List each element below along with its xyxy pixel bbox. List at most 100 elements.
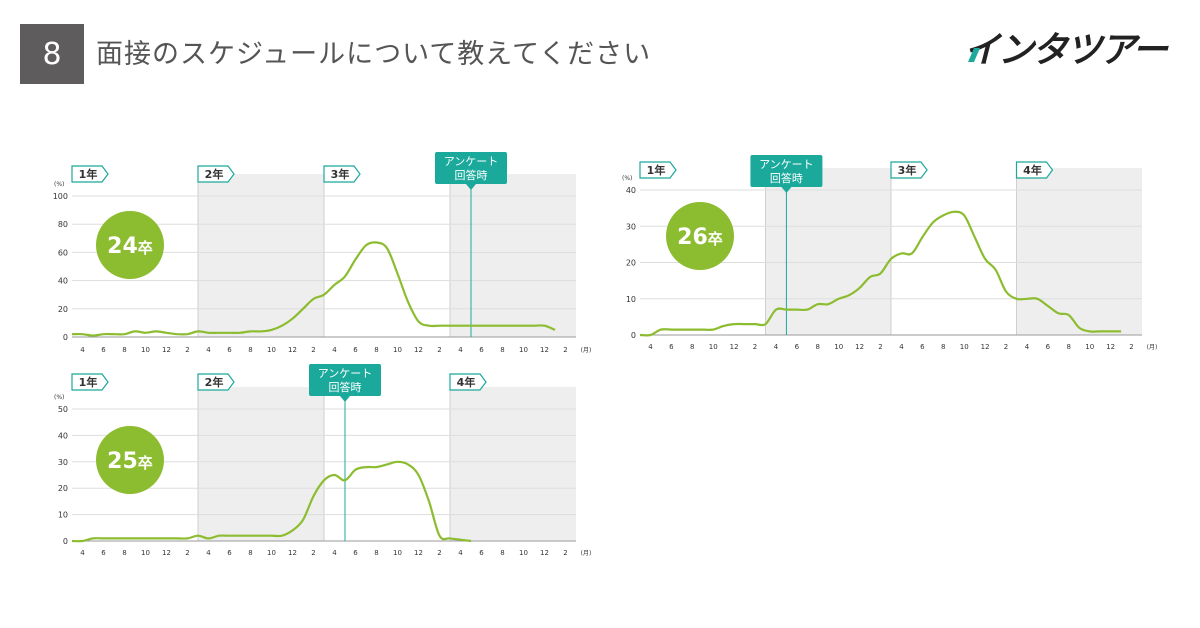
cohort-label-suffix: 卒 — [708, 230, 723, 248]
x-tick-label: 8 — [1067, 343, 1071, 351]
x-tick-label: 2 — [563, 549, 567, 557]
y-tick-label: 20 — [58, 305, 68, 314]
y-tick-label: 50 — [58, 405, 68, 414]
x-tick-label: 6 — [479, 346, 484, 354]
year-tag-shape — [71, 373, 109, 391]
y-tick-label: 10 — [58, 511, 68, 520]
x-tick-label: 6 — [101, 549, 106, 557]
year-tag: 4年 — [449, 373, 487, 391]
year-tag-shape — [639, 161, 677, 179]
survey-callout-box — [435, 152, 507, 184]
chart-26-sotsu: 0 10 20 30 40 (%) 4 6 8 10 12 2 4 6 8 10 12 2 4 6 8 10 12 2 4 6 8 1… — [622, 155, 1158, 351]
x-tick-label: 4 — [206, 549, 211, 557]
shaded-year-region — [450, 387, 576, 541]
question-number-badge: 8 — [20, 24, 84, 84]
x-tick-label: 10 — [1085, 343, 1094, 351]
year-tag-shape — [323, 165, 361, 183]
x-tick-label: 12 — [414, 549, 423, 557]
survey-callout-pointer — [466, 184, 476, 190]
y-unit-label: (%) — [54, 394, 64, 401]
x-tick-label: 2 — [1004, 343, 1008, 351]
year-tag: 2年 — [197, 165, 235, 183]
y-unit-label: (%) — [54, 181, 64, 188]
series-line — [71, 460, 472, 543]
x-tick-label: 6 — [920, 343, 925, 351]
x-tick-label: 12 — [162, 346, 171, 354]
y-tick-label: 100 — [53, 192, 68, 201]
year-tag-label: 4年 — [457, 375, 476, 389]
y-tick-label: 30 — [58, 458, 68, 467]
x-tick-label: 2 — [878, 343, 882, 351]
x-tick-label: 4 — [206, 346, 211, 354]
cohort-label-suffix: 卒 — [138, 454, 153, 472]
x-tick-label: 6 — [669, 343, 674, 351]
x-tick-label: 2 — [563, 346, 567, 354]
y-tick-label: 40 — [626, 186, 636, 195]
y-tick-label: 0 — [631, 331, 636, 340]
x-tick-label: 10 — [267, 346, 276, 354]
x-tick-label: 6 — [795, 343, 800, 351]
y-tick-label: 30 — [626, 222, 636, 231]
x-tick-label: 8 — [941, 343, 945, 351]
cohort-badge-circle — [666, 202, 734, 270]
year-tag-shape — [1015, 161, 1054, 179]
x-tick-label: 8 — [500, 346, 504, 354]
x-tick-label: 2 — [311, 346, 315, 354]
x-tick-label: 12 — [414, 346, 423, 354]
x-tick-label: 10 — [141, 346, 150, 354]
x-tick-label: 6 — [353, 549, 358, 557]
y-tick-label: 40 — [58, 431, 68, 440]
y-tick-label: 10 — [626, 295, 636, 304]
survey-label-line2: 回答時 — [770, 171, 803, 185]
x-tick-label: 12 — [288, 346, 297, 354]
x-tick-label: 4 — [80, 549, 85, 557]
year-tag: 2年 — [197, 373, 235, 391]
y-tick-label: 0 — [63, 537, 68, 546]
x-tick-label: 8 — [374, 346, 378, 354]
cohort-label-suffix: 卒 — [138, 239, 153, 257]
x-tick-label: 4 — [899, 343, 904, 351]
cohort-badge: 25卒 — [96, 426, 164, 494]
y-tick-label: 80 — [58, 220, 68, 229]
cohort-label: 25卒 — [107, 449, 153, 474]
x-tick-label: 6 — [1046, 343, 1051, 351]
x-tick-label: 8 — [248, 346, 252, 354]
year-tag: 1年 — [71, 373, 109, 391]
cohort-label-number: 24 — [107, 234, 138, 259]
x-tick-label: 4 — [332, 346, 337, 354]
x-tick-label: 6 — [479, 549, 484, 557]
header: 8 面接のスケジュールについて教えてください インタツアー — [0, 0, 1200, 90]
x-tick-label: 10 — [960, 343, 969, 351]
x-tick-label: 8 — [248, 549, 252, 557]
survey-label-line1: アンケート — [318, 367, 373, 380]
chart-25-sotsu: 0 10 20 30 40 50 (%) 4 6 8 10 12 2 4 6 8 10 12 2 4 6 8 10 12 2 4 6… — [54, 364, 591, 557]
x-tick-label: 2 — [311, 549, 315, 557]
y-tick-label: 20 — [58, 484, 68, 493]
survey-label-line1: アンケート — [444, 155, 499, 168]
survey-label-line2: 回答時 — [329, 380, 362, 394]
year-tag-label: 4年 — [1023, 163, 1042, 177]
series-line — [639, 210, 1122, 337]
year-tag-shape — [890, 161, 928, 179]
y-tick-label: 0 — [63, 333, 68, 342]
x-tick-label: 12 — [855, 343, 864, 351]
x-unit-label: (月) — [1147, 344, 1158, 351]
cohort-badge: 26卒 — [666, 202, 734, 270]
year-tag-label: 2年 — [205, 167, 224, 181]
x-tick-label: 2 — [437, 346, 441, 354]
x-tick-label: 4 — [458, 346, 463, 354]
x-tick-label: 4 — [332, 549, 337, 557]
year-tag-label: 1年 — [647, 163, 666, 177]
cohort-label-number: 26 — [677, 225, 708, 250]
year-tag-label: 1年 — [79, 375, 98, 389]
x-tick-label: 6 — [227, 346, 232, 354]
shaded-year-region — [1016, 168, 1142, 335]
x-tick-label: 10 — [141, 549, 150, 557]
x-tick-label: 8 — [122, 346, 126, 354]
year-tag-label: 2年 — [205, 375, 224, 389]
year-tag-shape — [197, 165, 235, 183]
x-tick-label: 12 — [540, 346, 549, 354]
x-tick-label: 4 — [458, 549, 463, 557]
